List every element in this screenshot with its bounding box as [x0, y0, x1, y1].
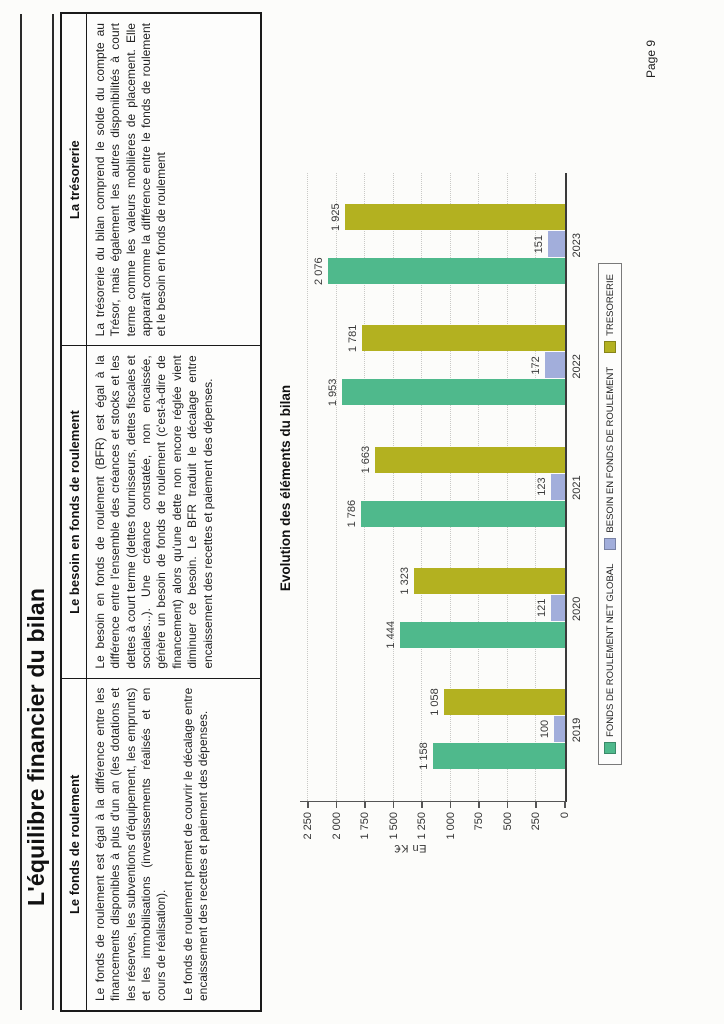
- bar-value-label: 1 444: [385, 621, 397, 649]
- column-header: Le fonds de roulement: [62, 678, 87, 1010]
- bar-value-label: 1 925: [330, 203, 342, 231]
- bar-group-2019: 1 158 100 1 058: [418, 688, 565, 770]
- tick-label: 0: [559, 812, 571, 819]
- tick-label: 2 250: [302, 812, 314, 840]
- bar-value-label: 1 058: [429, 688, 441, 716]
- table-column-tresorerie: La trésorerie La trésorerie du bilan com…: [62, 14, 260, 347]
- tick-mark: [478, 802, 480, 808]
- page-number: Page 9: [644, 39, 658, 78]
- column-body: Le besoin en fonds de roulement (BFR) es…: [87, 346, 260, 677]
- page-title: L'équilibre financier du bilan: [23, 587, 49, 906]
- bar: 1 158: [418, 742, 565, 770]
- column-body: La trésorerie du bilan comprend le solde…: [87, 14, 260, 345]
- bar: 1 781: [347, 325, 565, 352]
- bar-value-label: 1 663: [360, 445, 372, 474]
- bar-value-label: 151: [533, 235, 545, 254]
- bar-value-label: 1 323: [399, 567, 411, 595]
- year-label: 2020: [571, 596, 583, 622]
- column-header: Le besoin en fonds de roulement: [62, 346, 87, 678]
- legend-label: BESOIN EN FONDS DE ROULEMENT: [604, 366, 616, 533]
- tick-label: 250: [530, 812, 543, 831]
- bar-group-2023: 2 076 151 1 925: [313, 203, 565, 285]
- bar-value-label: 121: [536, 598, 548, 617]
- bar-value-label: 100: [539, 719, 551, 739]
- bar-value-label: 172: [530, 356, 542, 375]
- header-top-rule: [20, 14, 22, 1010]
- tick-mark: [506, 802, 509, 808]
- bar-value-label: 1 953: [327, 378, 339, 407]
- bar: 1 663: [360, 446, 565, 473]
- y-axis-tick-labels: 0 250 500 750 1 000 1 250 1 500 1 750 2 000 2 250: [300, 812, 571, 1024]
- bar-value-label: 2 076: [313, 257, 325, 285]
- tick-mark: [535, 802, 537, 808]
- tick-label: 1 250: [416, 812, 429, 840]
- tick-mark: [449, 802, 452, 808]
- bar: 2 076: [313, 257, 565, 285]
- paragraph: Le besoin en fonds de roulement (BFR) es…: [93, 355, 215, 669]
- header-bottom-rule: [52, 14, 54, 1010]
- tick-mark: [564, 802, 566, 808]
- bar: 121: [536, 594, 565, 621]
- paragraph: Le fonds de roulement est égal à la diff…: [93, 687, 169, 1001]
- legend-item: FONDS DE ROULEMENT NET GLOBAL: [604, 564, 616, 754]
- bar: 1 925: [330, 203, 565, 231]
- x-axis-category-labels: 2019 2020 2021 2022 2023: [571, 174, 587, 802]
- tick-mark: [421, 802, 423, 808]
- legend-item: TRESORERIE: [604, 274, 616, 353]
- bar: 1 953: [327, 379, 565, 406]
- tick-label: 750: [473, 812, 486, 831]
- definitions-table: Le fonds de roulement Le fonds de roulem…: [60, 12, 262, 1012]
- chart-title: Evolution des éléments du bilan: [278, 384, 293, 592]
- year-label: 2021: [571, 475, 583, 500]
- chart-legend: FONDS DE ROULEMENT NET GLOBAL BESOIN EN F…: [598, 184, 622, 844]
- table-column-besoin-en-fonds: Le besoin en fonds de roulement Le besoi…: [62, 346, 260, 679]
- bar: 1 058: [429, 688, 565, 716]
- legend-label: TRESORERIE: [604, 274, 616, 336]
- legend-swatch: [604, 340, 616, 353]
- bar-group-2021: 1 786 123 1 663: [346, 446, 565, 528]
- bar: 1 323: [399, 567, 565, 595]
- bar-value-label: 1 786: [346, 499, 358, 528]
- gridline: [307, 173, 308, 801]
- column-body: Le fonds de roulement est égal à la diff…: [87, 679, 260, 1010]
- bar-group-2020: 1 444 121 1 323: [385, 567, 565, 649]
- legend-item: BESOIN EN FONDS DE ROULEMENT: [604, 367, 616, 550]
- tick-label: 1 000: [444, 812, 457, 840]
- bar-value-label: 1 158: [418, 742, 430, 770]
- bar: 151: [533, 231, 565, 258]
- bar: 123: [536, 473, 565, 500]
- tick-mark: [364, 802, 366, 808]
- tick-label: 1 500: [387, 812, 400, 840]
- paragraph: La trésorerie du bilan comprend le solde…: [93, 23, 169, 337]
- tick-label: 1 750: [359, 812, 372, 840]
- table-column-fonds-de-roulement: Le fonds de roulement Le fonds de roulem…: [62, 678, 260, 1010]
- tick-mark: [392, 802, 395, 808]
- bar-group-2022: 1 953 172 1 781: [327, 324, 565, 406]
- tick-label: 500: [501, 812, 514, 831]
- column-header: La trésorerie: [62, 14, 87, 346]
- paragraph: Le fonds de roulement permet de couvrir …: [180, 687, 211, 1001]
- year-label: 2023: [571, 232, 583, 258]
- bar: 1 786: [346, 500, 565, 527]
- bar: 1 444: [385, 621, 565, 649]
- bar: 100: [539, 716, 565, 742]
- tick-label: 2 000: [330, 812, 343, 840]
- tick-mark: [307, 802, 309, 808]
- legend-swatch: [604, 741, 616, 754]
- bar-value-label: 123: [536, 477, 548, 496]
- tick-mark: [335, 802, 338, 808]
- legend-swatch: [604, 537, 616, 550]
- legend-box: FONDS DE ROULEMENT NET GLOBAL BESOIN EN F…: [598, 263, 622, 765]
- bar: 172: [530, 352, 565, 379]
- plot-area: 1 158 100 1 058 1 444 121 1 323 1 786 123 1 663 1…: [300, 173, 567, 808]
- year-label: 2019: [571, 717, 583, 743]
- bar-value-label: 1 781: [347, 324, 359, 353]
- legend-label: FONDS DE ROULEMENT NET GLOBAL: [604, 563, 616, 737]
- year-label: 2022: [571, 354, 583, 379]
